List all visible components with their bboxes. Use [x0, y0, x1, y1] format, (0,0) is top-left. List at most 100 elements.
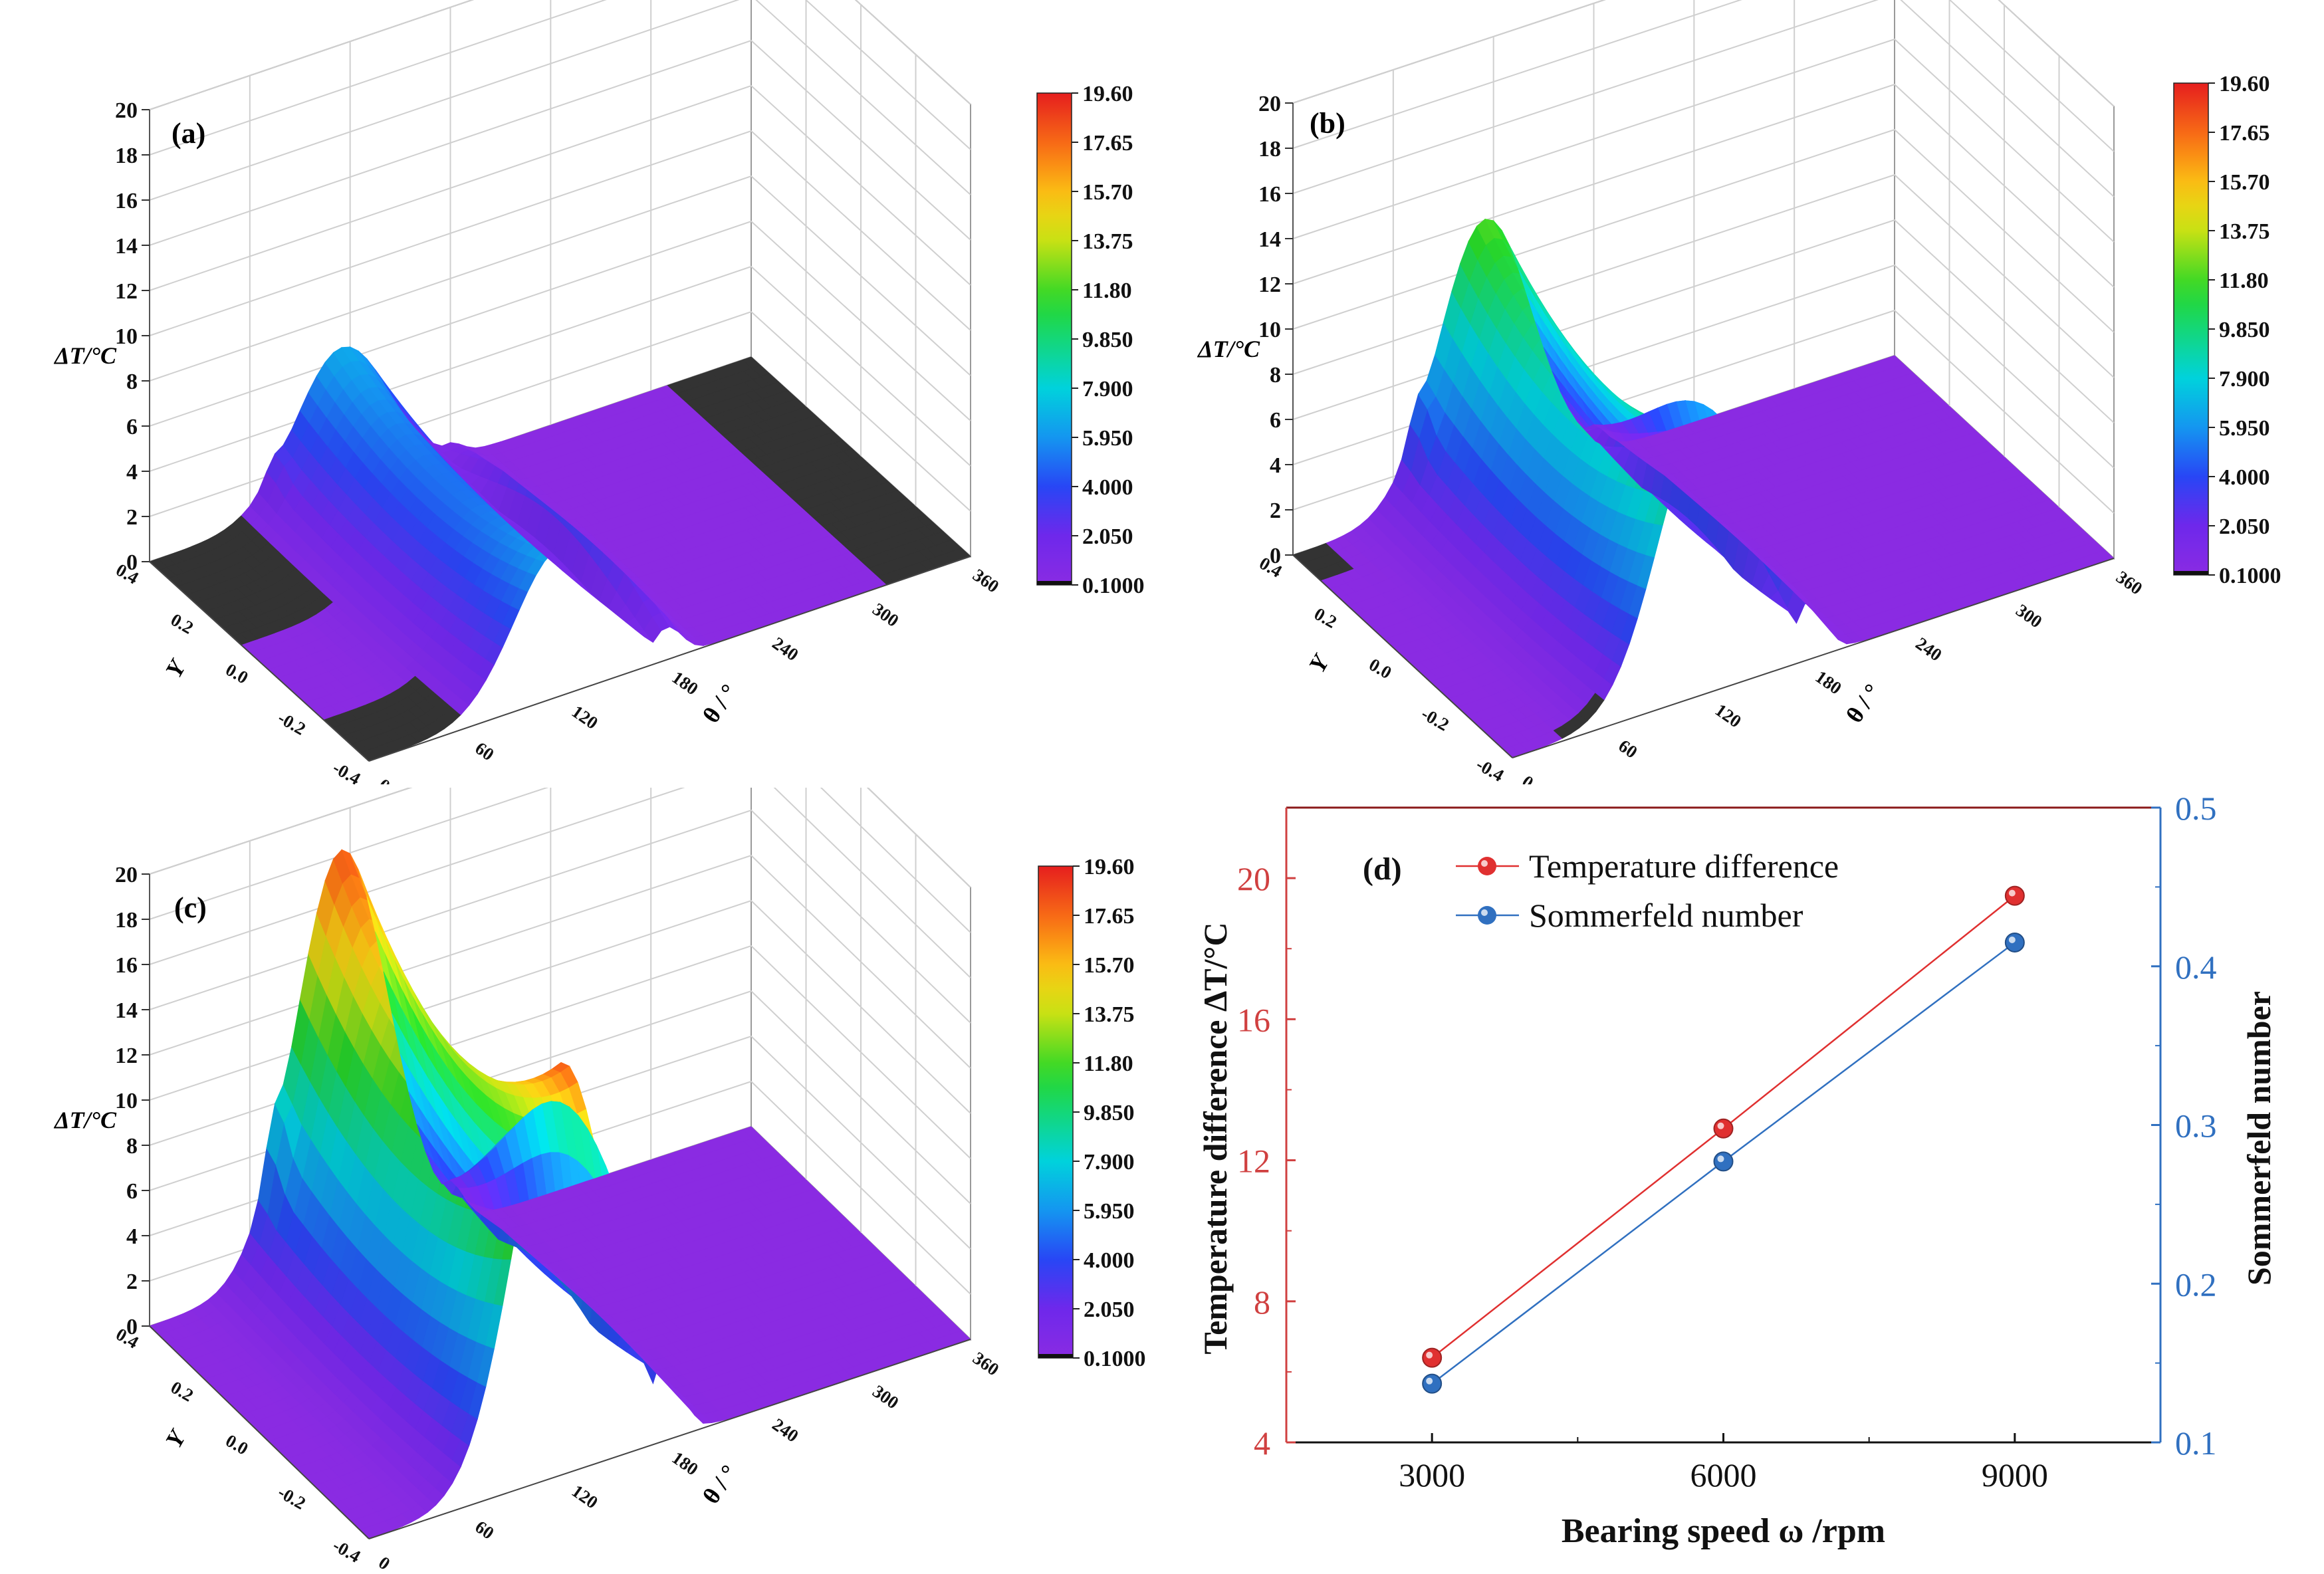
z-tick-label: 18	[1258, 137, 1281, 162]
theta-tick-label: 180	[1811, 667, 1845, 699]
theta-tick-label: 120	[1712, 700, 1745, 732]
colorbar-label: 9.850	[1082, 328, 1133, 352]
colorbar-label: 15.70	[2219, 170, 2270, 195]
theta-tick-label: 60	[471, 738, 497, 764]
y-axis-label: Y	[1304, 649, 1335, 677]
colorbar-label: 9.850	[2219, 318, 2270, 342]
colorbar-label: 11.80	[1082, 279, 1132, 303]
z-tick-label: 10	[1258, 318, 1281, 342]
theta-tick-label: 120	[568, 701, 602, 733]
z-tick-label: 2	[1270, 499, 1281, 523]
z-axis-label: ΔT/°C	[53, 342, 117, 369]
surface	[149, 849, 971, 1539]
z-tick-label: 20	[115, 863, 138, 887]
z-tick-label: 14	[115, 234, 138, 259]
colorbar-label: 2.050	[1082, 524, 1133, 549]
z-tick-label: 20	[115, 98, 138, 123]
y-tick-label: -0.4	[1472, 754, 1507, 784]
z-tick-label: 0	[1270, 544, 1281, 568]
surface-patch	[1885, 355, 1905, 368]
y-tick-label: 0.2	[168, 610, 197, 638]
theta-tick-label: 60	[1615, 736, 1641, 762]
theta-tick-label: 300	[2012, 600, 2045, 632]
theta-tick-label: 240	[1912, 633, 1945, 665]
theta-tick-label: 360	[2113, 567, 2146, 599]
z-tick-label: 16	[115, 189, 138, 213]
colorbar-min-swatch	[1037, 581, 1072, 585]
theta-axis-line	[368, 556, 971, 762]
theta-tick-label: 300	[869, 599, 902, 631]
colorbar-label: 2.050	[2219, 514, 2270, 539]
y-tick-label: -0.2	[1418, 703, 1452, 734]
theta-tick-label: 180	[668, 667, 701, 699]
z-tick-label: 4	[126, 1224, 138, 1249]
z-tick-label: 8	[1270, 363, 1281, 388]
y-tick-label: 0.0	[222, 659, 251, 688]
z-tick-label: 8	[126, 370, 138, 394]
y-tick-label: 0.0	[1365, 654, 1395, 683]
theta-axis-label: θ / °	[1841, 679, 1886, 728]
y-axis-label: Y	[160, 654, 191, 682]
z-tick-label: 16	[115, 953, 138, 978]
colorbar-label: 17.65	[1082, 131, 1133, 156]
theta-tick-label: 240	[768, 633, 802, 665]
z-tick-label: 18	[115, 908, 138, 933]
panel-label: (a)	[172, 117, 205, 150]
z-tick-label: 0	[126, 1315, 138, 1339]
colorbar-label: 0.1000	[1082, 574, 1145, 598]
colorbar-label: 7.900	[1082, 377, 1133, 401]
colorbar-scale	[2173, 82, 2209, 576]
y-tick-label: -0.4	[329, 758, 364, 784]
colorbar-label: 4.000	[1082, 475, 1133, 500]
z-tick-label: 18	[115, 144, 138, 168]
surface	[1292, 218, 2115, 758]
z-tick-label: 10	[115, 1089, 138, 1113]
y-axis-line	[149, 561, 370, 762]
z-tick-label: 12	[1258, 273, 1281, 297]
colorbar-min-swatch	[2174, 571, 2208, 575]
z-tick-label: 14	[115, 998, 138, 1023]
y-tick-label: 0.2	[1311, 604, 1340, 632]
z-tick-label: 10	[115, 324, 138, 349]
colorbar-label: 15.70	[1082, 180, 1133, 205]
colorbar-label: 13.75	[2219, 219, 2270, 244]
z-tick-label: 14	[1258, 227, 1281, 252]
panel-b-surface-plot: 02468101214161820ΔT/°C0.40.20.0-0.2-0.4Y…	[1197, 0, 2281, 784]
z-tick-label: 4	[1270, 453, 1281, 478]
colorbar: 19.60 17.65 15.70 13.75 11.80 9.850 7.900 5.950…	[1036, 82, 1145, 598]
z-tick-label: 16	[1258, 182, 1281, 207]
colorbar: 19.6017.6515.7013.7511.809.8507.9005.950…	[2173, 72, 2281, 588]
colorbar-label: 11.80	[2219, 269, 2269, 293]
panel-label: (b)	[1310, 107, 1345, 140]
theta-tick-label: 360	[969, 565, 1002, 597]
colorbar-label: 19.60	[1082, 82, 1133, 106]
colorbar-label: 19.60	[2219, 72, 2270, 96]
colorbar-label: 5.950	[1082, 426, 1133, 451]
z-tick-label: 6	[126, 1179, 138, 1204]
theta-axis-label: θ / °	[697, 679, 743, 728]
z-tick-label: 6	[1270, 408, 1281, 433]
z-tick-label: 12	[115, 279, 138, 304]
z-tick-label: 2	[126, 1270, 138, 1294]
z-tick-label: 20	[1258, 92, 1281, 116]
z-tick-label: 6	[126, 415, 138, 439]
colorbar-scale	[1036, 92, 1072, 586]
z-tick-label: 0	[126, 550, 138, 575]
surface-patch	[742, 356, 761, 369]
colorbar-label: 13.75	[1082, 229, 1133, 254]
z-tick-label: 8	[126, 1134, 138, 1159]
theta-tick-label: 0	[375, 774, 394, 784]
surface	[149, 346, 971, 762]
panel-c-surface-plot: 02468101214161820ΔT/°C0.40.20.0-0.2-0.4Y…	[53, 788, 1146, 1574]
panel-a-surface-plot: 02468101214161820ΔT/°C0.40.20.0-0.2-0.4Y…	[53, 0, 1145, 784]
z-axis-label: ΔT/°C	[53, 1107, 117, 1133]
theta-axis-line	[1512, 558, 2115, 758]
colorbar-label: 7.900	[2219, 367, 2270, 392]
y-tick-label: -0.2	[275, 708, 309, 739]
z-axis-label: ΔT/°C	[1197, 336, 1260, 362]
colorbar-label: 4.000	[2219, 465, 2270, 490]
z-tick-label: 12	[115, 1044, 138, 1068]
colorbar-label: 0.1000	[2219, 564, 2281, 588]
z-tick-label: 4	[126, 460, 138, 485]
theta-tick-label: 0	[1518, 771, 1537, 784]
